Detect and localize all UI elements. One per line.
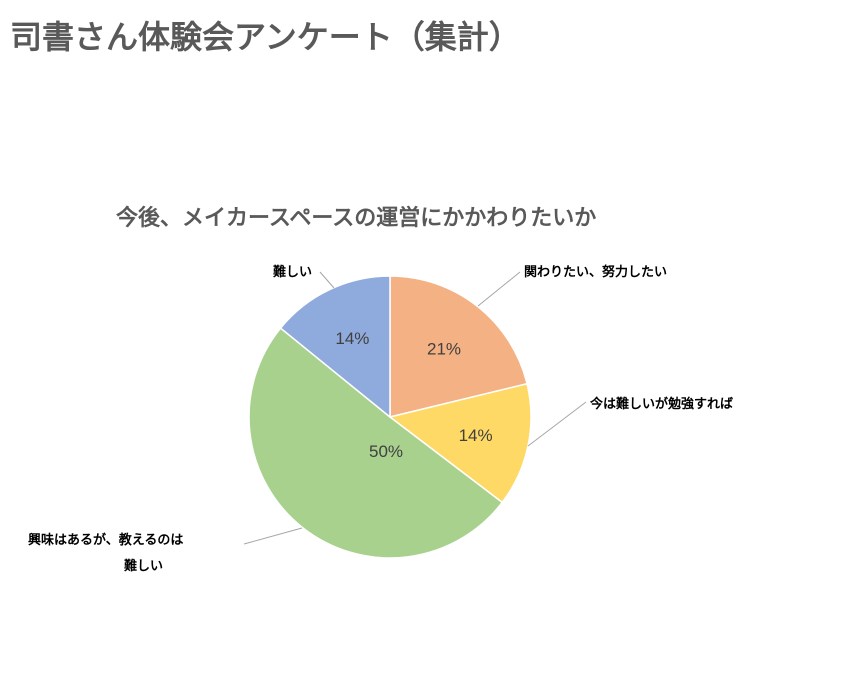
page-title: 司書さん体験会アンケート（集計） [10,18,521,56]
pie-slices [248,275,532,559]
pie-percent-label: 21% [427,339,461,358]
pie-percent-label: 14% [459,426,493,445]
percent-labels: 21% 14% 50% 14% [335,329,492,461]
pie-percent-label: 14% [335,329,369,348]
pie-category-label: 今は難しいが勉強すれば [589,396,733,412]
pie-percent-label: 50% [369,442,403,461]
pie-slice [279,275,391,419]
chart-title: 今後、メイカースペースの運営にかかわりたいか [116,206,597,231]
pie-slice [389,275,528,418]
pie-slice [248,327,504,559]
leader-line [243,527,303,545]
pie-category-label: 興味はあるが、教えるのは [28,532,183,548]
leader-lines [243,271,587,545]
pie-category-label: 難しい [273,264,312,280]
leader-line [477,271,521,307]
leader-line [527,401,587,447]
pie-category-label: 関わりたい、努力したい [524,264,667,280]
leader-line [319,271,335,289]
pie-category-label: 難しい [124,558,163,574]
